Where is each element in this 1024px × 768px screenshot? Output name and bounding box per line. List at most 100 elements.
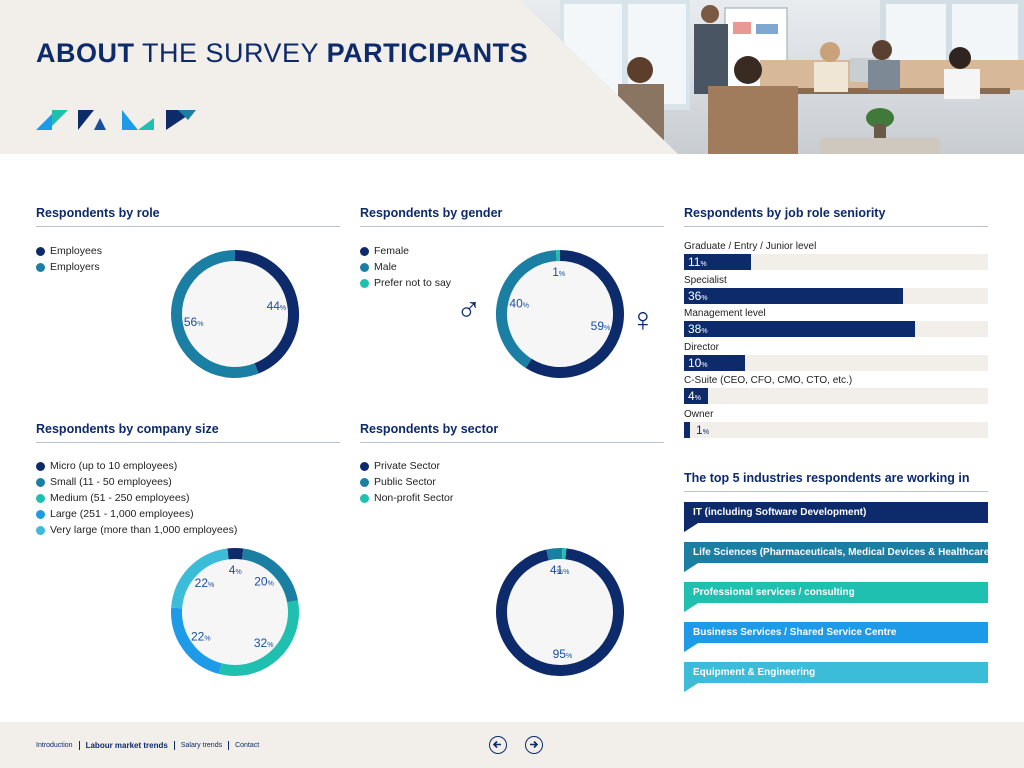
legend-item: Large (251 - 1,000 employees) [36, 506, 237, 522]
seniority-bar-item: Owner 1% [684, 408, 988, 442]
industry-label: Business Services / Shared Service Centr… [693, 627, 897, 638]
bar-track: 1% [684, 421, 988, 438]
bar-track: 11% [684, 254, 988, 270]
legend-label: Non-profit Sector [374, 492, 454, 504]
title-part-light: THE SURVEY [142, 38, 319, 68]
legend-label: Employees [50, 245, 102, 257]
donut-slice [218, 600, 299, 676]
next-arrow-icon[interactable] [525, 736, 543, 754]
donut-slice [496, 548, 624, 676]
arrow-right-glyph-icon [530, 740, 539, 749]
legend-label: Very large (more than 1,000 employees) [50, 524, 238, 536]
legend-item: Female [360, 243, 451, 259]
legend-item: Public Sector [360, 474, 453, 490]
seniority-bar-item: Specialist 36% [684, 274, 988, 308]
prev-arrow-icon[interactable] [489, 736, 507, 754]
donut-slice [227, 548, 244, 560]
bar-value-label: 4% [688, 389, 701, 404]
donut-slice [525, 250, 624, 378]
legend-label: Employers [50, 261, 100, 273]
meeting-photo [520, 0, 1024, 154]
legend-item: Medium (51 - 250 employees) [36, 490, 237, 506]
bar-track: 4% [684, 388, 988, 405]
donut-slice [546, 548, 563, 561]
company-size-section-title: Respondents by company size [36, 422, 340, 443]
seniority-bar-item: C-Suite (CEO, CFO, CMO, CTO, etc.) 4% [684, 374, 988, 408]
footer-nav: Introduction Labour market trends Salary… [36, 741, 265, 750]
industry-band [684, 662, 988, 692]
industry-label: Life Sciences (Pharmaceuticals, Medical … [693, 547, 993, 558]
bar-fill [684, 254, 751, 270]
bar-category-label: Specialist [684, 274, 727, 286]
industry-item: Professional services / consulting [684, 582, 988, 612]
legend-dot [360, 278, 369, 288]
arrow-left-glyph-icon [492, 740, 501, 749]
industry-band [684, 582, 988, 612]
role-section-title: Respondents by role [36, 206, 340, 227]
company-size-donut-chart: 4%20%32%22%22% [171, 548, 299, 676]
legend-label: Male [374, 261, 397, 273]
role-legend: Employees Employers [36, 243, 102, 275]
male-icon: ♂ [456, 291, 482, 329]
bar-value-label: 10% [688, 355, 708, 370]
legend-item: Prefer not to say [360, 275, 451, 291]
bar-category-label: Management level [684, 308, 766, 320]
legend-label: Large (251 - 1,000 employees) [50, 508, 194, 520]
bar-fill [684, 421, 691, 438]
bar-track: 10% [684, 354, 988, 371]
donut-slice [171, 548, 229, 609]
donut-center [502, 256, 618, 372]
industry-band [684, 622, 988, 652]
legend-dot [36, 477, 45, 487]
nav-link-contact[interactable]: Contact [235, 742, 260, 749]
bar-value-label: 38% [688, 322, 708, 337]
legend-item: Small (11 - 50 employees) [36, 474, 237, 490]
bar-fill [684, 354, 745, 371]
sector-legend: Private Sector Public Sector Non-profit … [360, 458, 453, 506]
legend-label: Female [374, 245, 410, 257]
header-banner: ABOUT THE SURVEY PARTICIPANTS [0, 0, 1024, 154]
bar-track: 38% [684, 321, 988, 338]
sector-section-title: Respondents by sector [360, 422, 664, 443]
bar-track: 36% [684, 287, 988, 304]
legend-item: Very large (more than 1,000 employees) [36, 522, 237, 538]
seniority-bar-item: Director 10% [684, 341, 988, 375]
industry-item: Life Sciences (Pharmaceuticals, Medical … [684, 542, 993, 572]
legend-dot [36, 461, 45, 471]
footer: Introduction Labour market trends Salary… [0, 722, 1024, 768]
donut-slice [171, 250, 259, 378]
seniority-bar-item: Management level 38% [684, 307, 988, 341]
legend-item: Male [360, 259, 451, 275]
bar-value-label: 1% [696, 422, 709, 437]
nav-link-salary-trends[interactable]: Salary trends [175, 741, 230, 750]
legend-dot [360, 493, 369, 503]
industry-label: Professional services / consulting [693, 587, 855, 598]
seniority-bar-item: Graduate / Entry / Junior level 11% [684, 240, 988, 274]
gender-donut-chart: 59%40%1% [496, 250, 624, 378]
donut-slice [241, 548, 298, 603]
industry-label: Equipment & Engineering [693, 667, 816, 678]
bar-value-label: 11% [688, 255, 707, 269]
bar-fill [684, 287, 903, 304]
title-part-bold-2: PARTICIPANTS [326, 38, 529, 68]
nav-link-introduction[interactable]: Introduction [36, 741, 80, 750]
industry-item: Business Services / Shared Service Centr… [684, 622, 988, 652]
donut-slice [496, 250, 557, 369]
legend-dot [360, 246, 369, 256]
bar-category-label: Owner [684, 408, 714, 420]
legend-dot [36, 246, 45, 256]
industry-label: IT (including Software Development) [693, 507, 867, 518]
title-part-bold: ABOUT [36, 38, 135, 68]
role-donut-chart: 44%56% [171, 250, 299, 378]
legend-label: Micro (up to 10 employees) [50, 460, 178, 472]
legend-label: Public Sector [374, 476, 436, 488]
donut-slice [171, 607, 222, 674]
bar-fill [684, 388, 709, 405]
donut-center [177, 256, 293, 372]
nav-link-labour-market-trends[interactable]: Labour market trends [80, 741, 175, 750]
seniority-bar-chart: Graduate / Entry / Junior level 11% Specia… [684, 240, 988, 442]
legend-item: Employees [36, 243, 102, 259]
bar-category-label: Director [684, 341, 720, 353]
sector-donut-chart: 95%4%1% [496, 548, 624, 676]
female-icon: ♀ [630, 301, 656, 339]
